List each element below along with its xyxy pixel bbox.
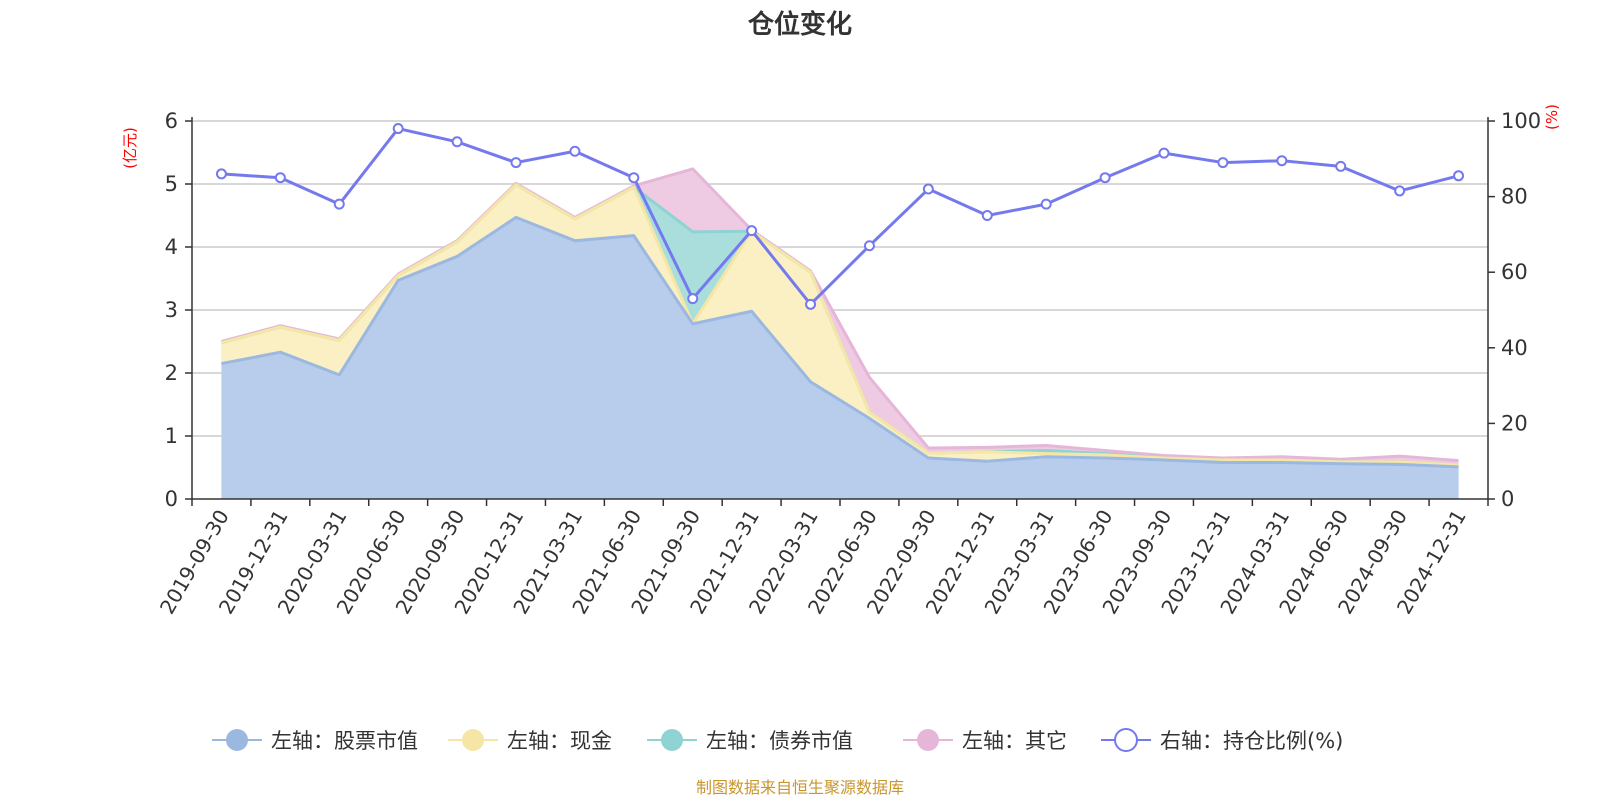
- ratio-point: [1453, 170, 1465, 182]
- legend-swatch-marker: [462, 729, 484, 751]
- ratio-point: [274, 172, 286, 184]
- chart-title: 仓位变化: [747, 9, 852, 40]
- area-edge-1: [221, 183, 1459, 467]
- legend-item-2: 左轴：债券市值: [647, 729, 853, 753]
- left-axis-unit: (亿元): [121, 127, 139, 169]
- left-tick-label: 3: [165, 298, 178, 322]
- ratio-point: [392, 123, 404, 135]
- ratio-point: [1158, 147, 1170, 159]
- ratio-point: [1335, 160, 1347, 172]
- legend-swatch-marker: [1114, 728, 1138, 752]
- ratio-point: [215, 168, 227, 180]
- legend-label: 右轴：持仓比例(%): [1160, 729, 1343, 753]
- legend-swatch-marker: [226, 729, 248, 751]
- right-axis-unit: (%): [1543, 104, 1561, 130]
- ratio-point: [569, 145, 581, 157]
- ratio-line-path: [221, 127, 1459, 306]
- left-tick-label: 0: [165, 487, 178, 511]
- legend-swatch-marker: [917, 729, 939, 751]
- ratio-point: [981, 210, 993, 221]
- ratio-point: [922, 183, 934, 195]
- source-note: 制图数据来自恒生聚源数据库: [696, 778, 904, 797]
- left-tick-label: 5: [165, 172, 178, 196]
- legend-swatch-marker: [661, 729, 683, 751]
- ratio-point: [451, 136, 463, 148]
- left-tick-label: 4: [165, 235, 178, 259]
- right-tick-label: 40: [1501, 336, 1528, 360]
- area-0: [221, 217, 1459, 499]
- stacked-areas: [221, 167, 1459, 499]
- left-tick-label: 1: [165, 424, 178, 448]
- right-tick-label: 0: [1501, 487, 1514, 511]
- ratio-point: [746, 225, 758, 237]
- ratio-point: [1099, 172, 1111, 184]
- legend: 左轴：股票市值 左轴：现金 左轴：债券市值 左轴：其它 右轴：持仓比例(%): [212, 728, 1343, 753]
- legend-item-3: 左轴：其它: [903, 729, 1067, 753]
- ratio-point: [510, 157, 522, 169]
- legend-label: 左轴：现金: [507, 729, 612, 753]
- ratio-point: [1276, 155, 1288, 167]
- area-edge-0: [221, 215, 1459, 469]
- legend-item-0: 左轴：股票市值: [212, 729, 418, 753]
- right-tick-label: 100: [1501, 109, 1541, 133]
- right-tick-label: 20: [1501, 411, 1528, 435]
- ratio-point: [805, 298, 817, 310]
- left-tick-label: 2: [165, 361, 178, 385]
- ratio-point: [1217, 157, 1229, 169]
- ratio-point: [687, 293, 699, 305]
- legend-item-1: 左轴：现金: [448, 729, 612, 753]
- legend-item-4: 右轴：持仓比例(%): [1101, 728, 1343, 753]
- legend-label: 左轴：债券市值: [706, 729, 853, 753]
- ratio-point: [1394, 185, 1406, 197]
- ratio-line: [215, 123, 1465, 310]
- ratio-point: [333, 198, 345, 210]
- ratio-point: [628, 172, 640, 184]
- ratio-point: [1040, 198, 1052, 210]
- legend-label: 左轴：其它: [962, 729, 1067, 753]
- left-tick-label: 6: [165, 109, 178, 133]
- legend-label: 左轴：股票市值: [271, 729, 418, 753]
- ratio-point: [863, 240, 875, 252]
- right-tick-label: 60: [1501, 260, 1528, 284]
- right-tick-label: 80: [1501, 185, 1528, 209]
